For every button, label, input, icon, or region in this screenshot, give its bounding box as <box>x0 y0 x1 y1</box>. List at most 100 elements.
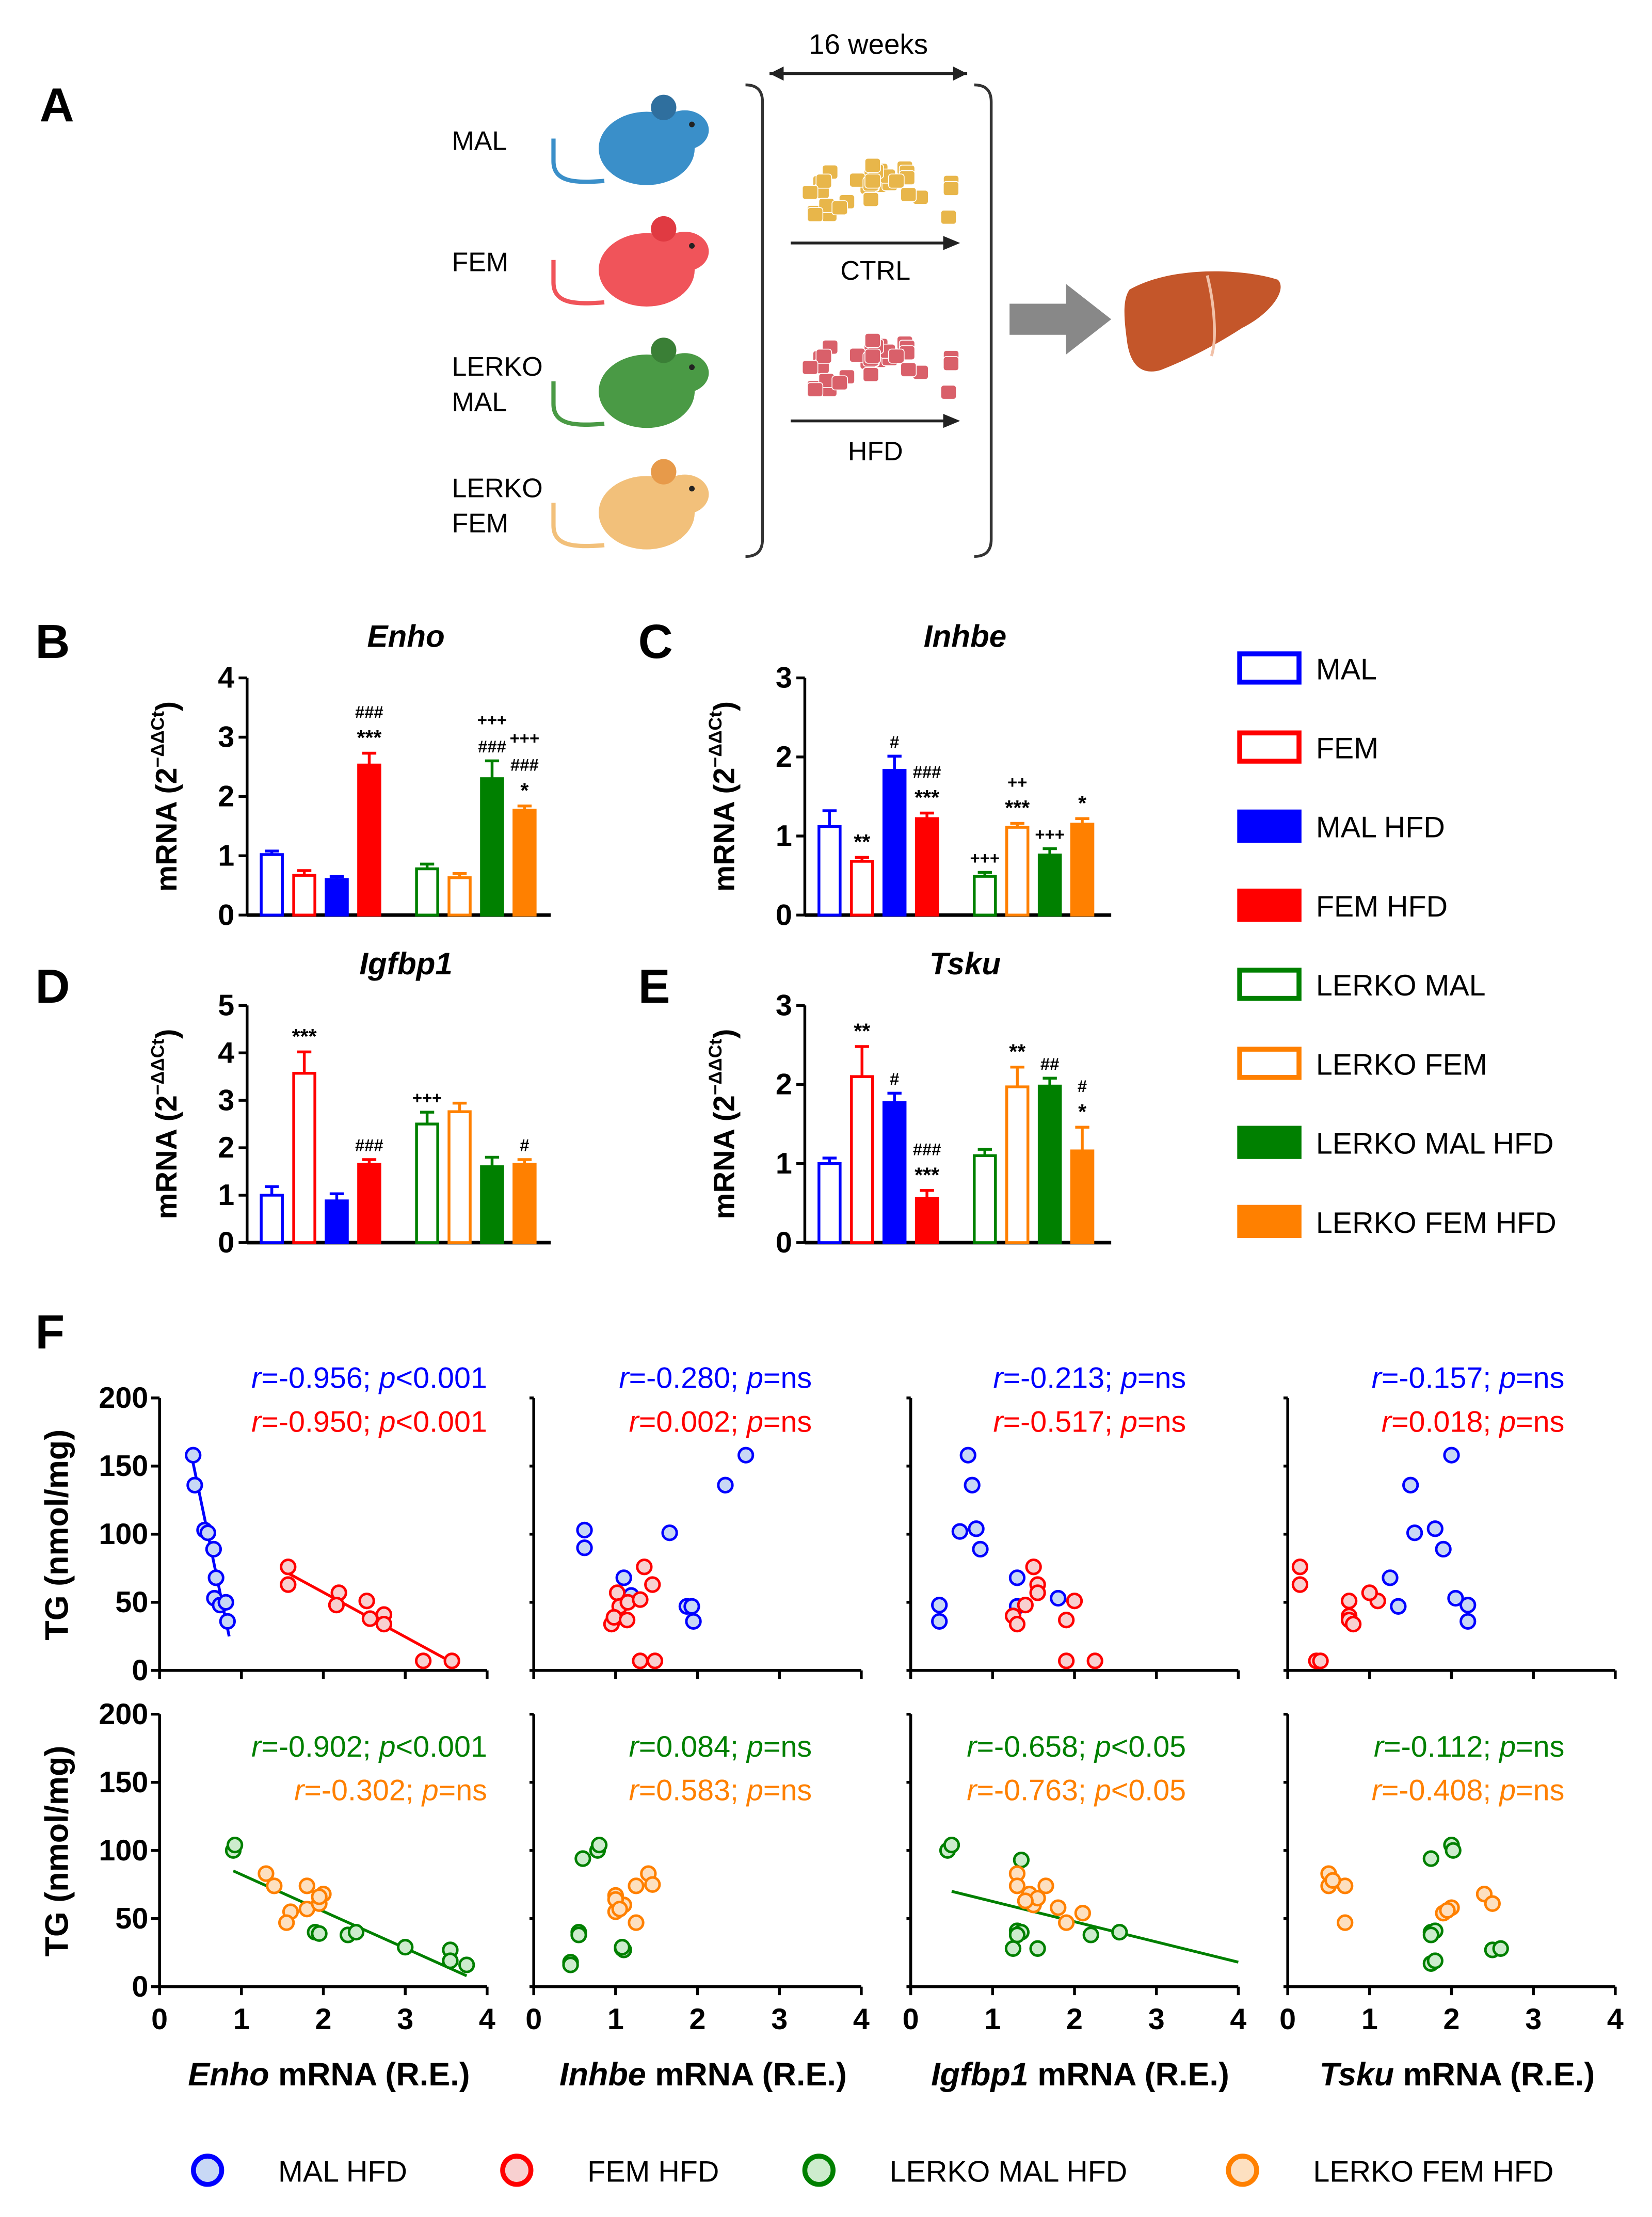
x-tick-label: 2 <box>1066 2003 1083 2036</box>
bar-mal-hfd <box>325 1199 349 1244</box>
legend-item: LERKO FEM <box>1237 1047 1487 1081</box>
y-tick-label: 100 <box>99 1834 148 1867</box>
significance-mark: # <box>890 1069 899 1088</box>
legend-item: LERKO MAL HFD <box>1237 1126 1554 1161</box>
significance-mark: *** <box>292 1024 317 1048</box>
data-point-fem-hfd <box>1029 1584 1046 1601</box>
bar-fem <box>850 1075 874 1244</box>
x-tick-label: 3 <box>771 2003 788 2036</box>
correlation-stat: r=0.084; p=ns <box>629 1730 812 1763</box>
y-tick-label: 1 <box>218 1179 234 1212</box>
legend-label: MAL HFD <box>1316 811 1445 844</box>
correlation-stat: r=-0.157; p=ns <box>1372 1362 1565 1395</box>
y-tick-label: 3 <box>776 662 792 695</box>
legend-item: LERKO FEM HFD <box>1237 1204 1557 1240</box>
y-tick-label: 100 <box>99 1518 148 1551</box>
bar-lerko-fem <box>1005 826 1030 917</box>
legend-item: LERKO FEM HFD <box>1226 2154 1553 2188</box>
data-point-lerko-mal-hfd <box>1426 1952 1444 1969</box>
pellet-icon <box>862 192 879 207</box>
data-point-fem-hfd <box>361 1610 379 1627</box>
data-point-mal-hfd <box>1406 1524 1423 1541</box>
data-point-lerko-mal-hfd <box>458 1956 475 1973</box>
legend-label: MAL <box>1316 653 1377 686</box>
data-point-mal-hfd <box>683 1598 700 1615</box>
significance-mark: ### <box>355 1136 383 1155</box>
data-point-lerko-fem-hfd <box>1017 1892 1034 1909</box>
mouse-tail-icon <box>551 260 605 306</box>
data-point-fem-hfd <box>605 1609 622 1626</box>
data-point-lerko-mal-hfd <box>574 1850 591 1867</box>
y-tick-label: 1 <box>218 839 234 872</box>
legend-item: FEM <box>1237 730 1378 765</box>
scatter-plot-inhbe: r=-0.280; p=ns r=0.002; p=ns <box>529 1362 863 1679</box>
legend-item: MAL HFD <box>1237 809 1445 844</box>
data-point-lerko-fem-hfd <box>1058 1914 1075 1931</box>
mouse-eye-icon <box>689 486 695 492</box>
y-tick-label: 200 <box>99 1698 148 1731</box>
correlation-stat: r=-0.112; p=ns <box>1374 1730 1564 1763</box>
data-point-lerko-fem-hfd <box>258 1865 275 1882</box>
legend-swatch <box>1237 1126 1302 1159</box>
data-point-lerko-mal-hfd <box>1111 1923 1128 1941</box>
chart-title: Igfbp1 <box>359 946 453 981</box>
legend-swatch <box>1237 1204 1302 1239</box>
mouse-eye-icon <box>689 121 695 127</box>
pellet-icon <box>862 367 879 382</box>
y-tick-label: 3 <box>218 721 234 754</box>
mouse-group: LERKO FEM <box>452 459 709 550</box>
data-point-fem-hfd <box>375 1615 393 1633</box>
data-point-mal-hfd <box>185 1447 202 1464</box>
panel-letter-e: E <box>638 959 670 1013</box>
significance-mark: +++ <box>970 848 1000 867</box>
data-point-lerko-mal-hfd <box>614 1939 631 1956</box>
y-tick-label: 50 <box>115 1586 148 1619</box>
x-tick-label: 0 <box>1279 2003 1296 2036</box>
data-point-lerko-mal-hfd <box>570 1926 587 1943</box>
y-axis-label: mRNA (2−ΔΔCt) <box>147 701 183 892</box>
pellet-icon <box>831 200 848 216</box>
significance-mark: ### <box>355 702 383 721</box>
x-tick-label: 4 <box>1607 2003 1624 2036</box>
bar-fem-hfd <box>357 763 381 917</box>
right-bracket <box>974 83 993 558</box>
data-point-lerko-fem-hfd <box>628 1877 645 1894</box>
y-tick-label: 4 <box>218 662 234 695</box>
significance-mark: +++ <box>510 728 540 747</box>
data-point-fem-hfd <box>1086 1652 1103 1669</box>
y-tick-label: 3 <box>218 1084 234 1117</box>
correlation-stat: r=-0.408; p=ns <box>1372 1774 1565 1807</box>
legend-label: MAL HFD <box>278 2155 407 2188</box>
bar-mal <box>817 825 842 917</box>
data-point-fem-hfd <box>632 1652 649 1669</box>
y-tick-label: 2 <box>218 780 234 813</box>
data-point-mal-hfd <box>217 1594 234 1611</box>
panel-letter-a: A <box>40 78 74 132</box>
legend-swatch <box>1237 651 1302 685</box>
data-point-lerko-fem-hfd <box>1050 1899 1067 1916</box>
mouse-ear-icon <box>651 94 677 120</box>
legend-item: FEM HFD <box>1237 888 1448 923</box>
significance-mark: * <box>520 778 528 802</box>
y-axis-label: mRNA (2−ΔΔCt) <box>705 701 741 892</box>
data-point-lerko-mal-hfd <box>1445 1842 1462 1859</box>
mouse-group: LERKO MAL <box>452 338 709 428</box>
data-point-lerko-mal-hfd <box>1008 1926 1026 1943</box>
data-point-mal-hfd <box>931 1597 948 1614</box>
data-point-mal-hfd <box>1008 1569 1026 1586</box>
significance-mark: * <box>1078 1100 1086 1123</box>
data-point-lerko-mal-hfd <box>397 1939 414 1956</box>
bar-fem <box>292 1071 316 1244</box>
data-point-fem-hfd <box>1361 1584 1378 1601</box>
data-point-lerko-fem-hfd <box>1074 1905 1092 1922</box>
data-point-lerko-mal-hfd <box>1422 1926 1439 1943</box>
scatter-plot-igfbp1: r=-0.213; p=ns r=-0.517; p=ns <box>906 1362 1240 1679</box>
data-point-mal-hfd <box>1050 1589 1067 1607</box>
mouse-label: LERKO <box>452 473 542 503</box>
legend-label: LERKO MAL <box>1316 969 1486 1002</box>
y-tick-label: 0 <box>218 898 234 931</box>
legend-item: MAL HFD <box>191 2154 407 2188</box>
data-point-lerko-fem-hfd <box>628 1914 645 1931</box>
y-axis-label: TG (nmol/mg) <box>39 1429 75 1641</box>
data-point-fem-hfd <box>636 1559 653 1576</box>
